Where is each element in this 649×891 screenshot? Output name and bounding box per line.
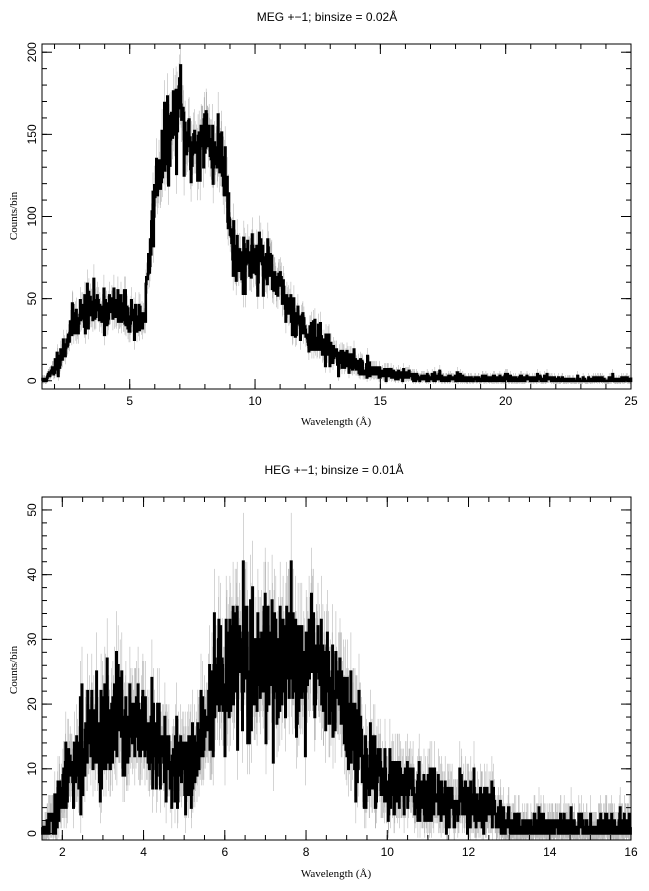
heg-y-tick-label: 40 — [25, 568, 39, 582]
heg-spectrum-line — [41, 560, 632, 835]
meg-y-tick-label: 50 — [25, 292, 39, 306]
heg-panel: HEG +−1; binsize = 0.01Å 2 4 6 8 10 12 14 16 0 1… — [8, 462, 638, 880]
heg-chart-title: HEG +−1; binsize = 0.01Å — [264, 462, 403, 477]
heg-x-tick-label: 6 — [221, 845, 228, 859]
heg-x-axis-label: Wavelength (Å) — [301, 868, 372, 880]
meg-chart-title: MEG +−1; binsize = 0.02Å — [257, 9, 397, 24]
meg-x-tick-label: 20 — [499, 394, 513, 408]
heg-plot-frame — [41, 496, 632, 841]
meg-x-axis-label: Wavelength (Å) — [301, 416, 372, 428]
heg-y-tick-label: 50 — [25, 503, 39, 517]
heg-x-tick-label: 14 — [543, 845, 557, 859]
meg-x-tick-label: 10 — [248, 394, 262, 408]
meg-x-tick-label: 15 — [374, 394, 388, 408]
heg-y-tick-label: 30 — [25, 632, 39, 646]
heg-x-axis-ticks: 2 4 6 8 10 12 14 16 — [41, 497, 638, 859]
heg-x-tick-label: 10 — [381, 845, 395, 859]
meg-y-axis-label: Counts/bin — [8, 191, 20, 240]
meg-y-axis-ticks: 0 50 100 150 200 — [25, 42, 631, 384]
heg-x-tick-label: 16 — [624, 845, 638, 859]
heg-y-tick-label: 10 — [25, 762, 39, 776]
heg-y-tick-label: 20 — [25, 697, 39, 711]
heg-x-tick-label: 2 — [59, 845, 66, 859]
meg-y-tick-label: 200 — [25, 42, 39, 62]
meg-x-axis-ticks: 5 10 15 20 25 — [54, 44, 638, 408]
heg-x-tick-label: 8 — [303, 845, 310, 859]
heg-y-axis-label: Counts/bin — [8, 645, 20, 694]
meg-y-tick-label: 0 — [25, 377, 39, 384]
heg-x-tick-label: 12 — [462, 845, 476, 859]
heg-x-tick-label: 4 — [140, 845, 147, 859]
meg-x-tick-label: 5 — [126, 394, 133, 408]
heg-y-axis-ticks: 0 10 20 30 40 50 — [25, 496, 631, 837]
meg-spectrum-line — [41, 64, 633, 383]
meg-x-tick-label: 25 — [624, 394, 638, 408]
meg-y-tick-label: 150 — [25, 124, 39, 144]
meg-error-bars — [41, 44, 632, 384]
meg-plot-frame — [41, 43, 632, 390]
meg-y-tick-label: 100 — [25, 206, 39, 226]
meg-panel: MEG +−1; binsize = 0.02Å 5 10 15 20 25 0 50 10… — [8, 9, 638, 428]
heg-y-tick-label: 0 — [25, 830, 39, 837]
